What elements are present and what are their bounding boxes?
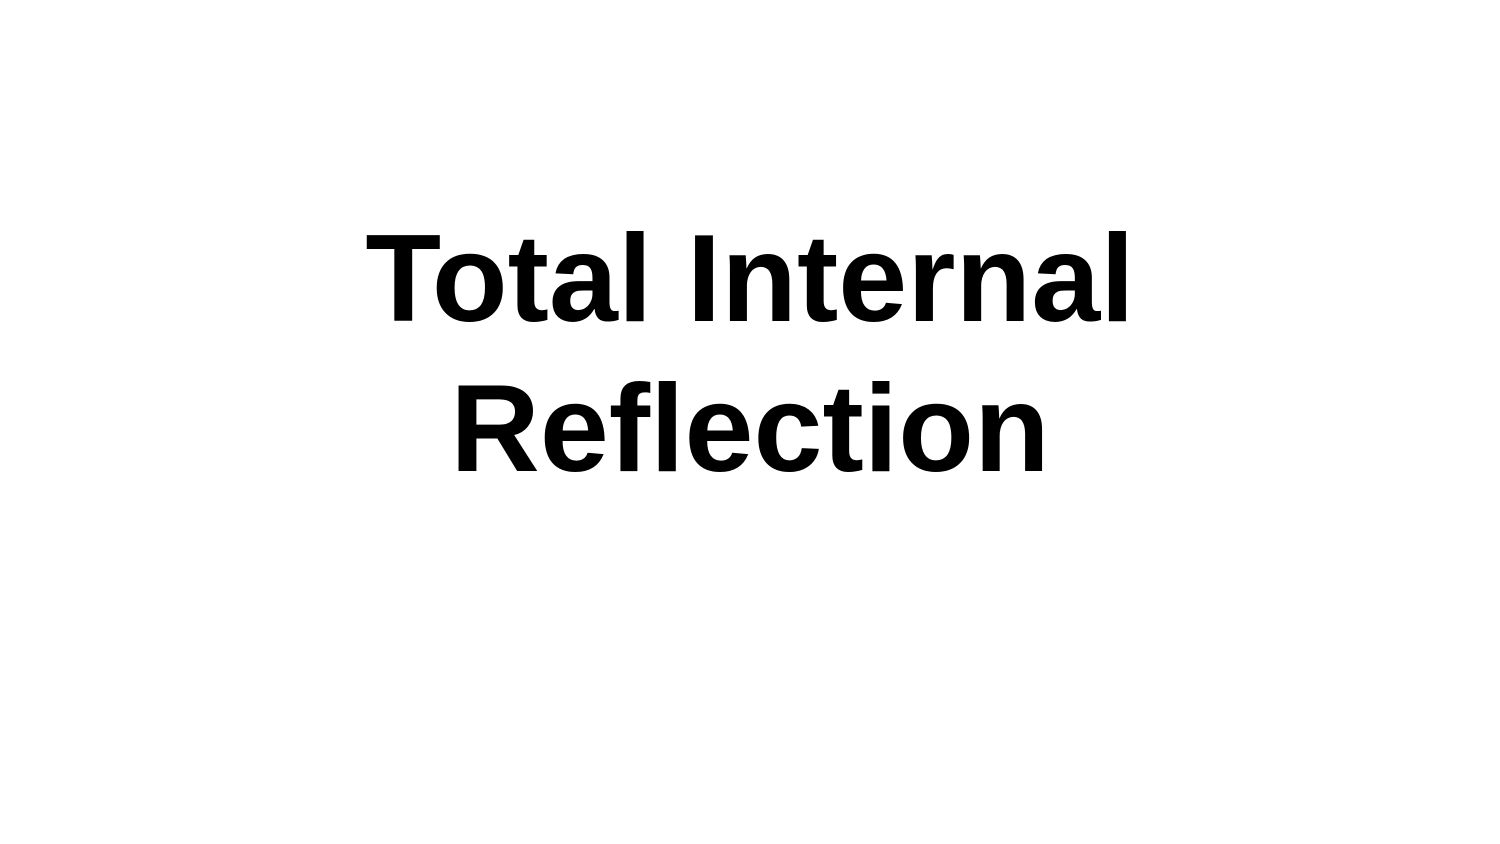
- slide-title: Total Internal Reflection: [0, 204, 1500, 504]
- slide-title-line-1: Total Internal: [365, 210, 1135, 348]
- slide-title-line-2: Reflection: [450, 360, 1050, 498]
